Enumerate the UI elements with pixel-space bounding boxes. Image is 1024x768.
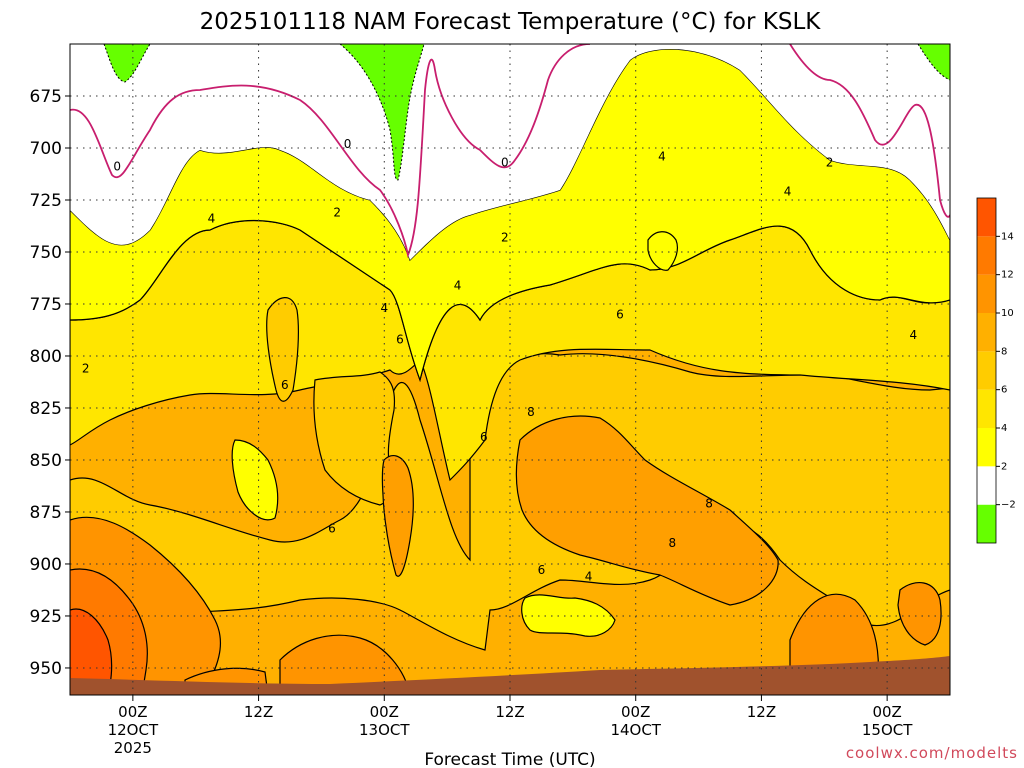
- colorbar-label: 12: [1001, 270, 1014, 281]
- colorbar-swatch: [977, 504, 996, 543]
- contour-label: 4: [454, 278, 462, 292]
- x-tick-date: 13OCT: [359, 721, 410, 739]
- colorbar-label: 2: [1001, 461, 1007, 472]
- x-tick-date: 12OCT: [108, 721, 159, 739]
- colorbar: −2 2 4 6 8 10 12 14: [976, 197, 1016, 544]
- region-below-0-mid: [339, 44, 425, 181]
- contour-label: 2: [501, 230, 509, 244]
- colorbar-swatch: [977, 274, 996, 313]
- x-tick-label: 12Z: [747, 703, 776, 721]
- contour-label: 0: [344, 137, 352, 151]
- contour-label: 4: [784, 185, 792, 199]
- contour-label: 6: [396, 332, 404, 346]
- contour-label: 6: [281, 378, 289, 392]
- x-tick-label: 00Z: [872, 703, 901, 721]
- contour-label: 4: [910, 328, 918, 342]
- y-tick-label: 800: [30, 347, 62, 367]
- y-tick-label: 950: [30, 659, 62, 679]
- colorbar-frame: [976, 197, 997, 544]
- x-tick-year: 2025: [114, 739, 152, 757]
- y-tick-label: 775: [30, 295, 62, 315]
- contour-label: 2: [333, 205, 341, 219]
- colorbar-swatch: [977, 389, 996, 428]
- region-8-10: [515, 415, 779, 606]
- x-tick-date: 15OCT: [862, 721, 913, 739]
- x-tick-label: 00Z: [118, 703, 147, 721]
- y-tick-label: 725: [30, 191, 62, 211]
- colorbar-label: 6: [1001, 385, 1007, 396]
- grid-lines: [70, 44, 950, 695]
- region-below-0-left: [103, 44, 151, 83]
- x-tick-date: 14OCT: [610, 721, 661, 739]
- contour-label: 6: [480, 430, 488, 444]
- region-6-8-patch: [266, 297, 300, 402]
- zero-isotherm-line: [70, 44, 591, 259]
- contour-label: 8: [669, 536, 677, 550]
- y-tick-label: 675: [30, 87, 62, 107]
- colorbar-label: 4: [1001, 423, 1007, 434]
- contour-label: 4: [380, 301, 388, 315]
- y-axis: 675 700 725 750 775 800 825 850 875 900 925 950: [30, 87, 70, 679]
- plot-area: [70, 44, 950, 695]
- region-2-4-patch-3: [647, 231, 679, 271]
- contour-label: 4: [658, 149, 666, 163]
- colorbar-label: 8: [1001, 346, 1007, 357]
- region-2-4-patch-2: [521, 594, 616, 637]
- colorbar-swatch: [977, 428, 996, 467]
- zero-isotherm-line-2: [789, 44, 950, 218]
- colorbar-label: 10: [1001, 308, 1014, 319]
- x-tick-label: 00Z: [370, 703, 399, 721]
- contour-label: 4: [208, 212, 216, 226]
- contour-label: 2: [826, 156, 834, 170]
- y-tick-label: 925: [30, 607, 62, 627]
- y-tick-label: 850: [30, 451, 62, 471]
- contour-label: 0: [113, 160, 121, 174]
- y-tick-label: 825: [30, 399, 62, 419]
- region-8-10-patch: [381, 454, 414, 577]
- contour-label: 0: [501, 156, 509, 170]
- chart-title: 2025101118 NAM Forecast Temperature (°C)…: [200, 9, 822, 35]
- source-credit: coolwx.com/modelts: [846, 744, 1018, 762]
- contour-label: 8: [705, 497, 713, 511]
- x-tick-label: 12Z: [495, 703, 524, 721]
- contour-label: 6: [328, 522, 336, 536]
- colorbar-swatch: [977, 236, 996, 275]
- x-tick-label: 00Z: [621, 703, 650, 721]
- contour-label: 2: [82, 361, 90, 375]
- y-tick-label: 900: [30, 555, 62, 575]
- x-axis-title: Forecast Time (UTC): [424, 750, 595, 768]
- contour-label: 4: [585, 569, 593, 583]
- zero-isotherm: [70, 44, 950, 259]
- colorbar-swatch: [977, 198, 996, 237]
- y-tick-label: 750: [30, 243, 62, 263]
- colorbar-swatch: [977, 351, 996, 390]
- y-tick-label: 875: [30, 503, 62, 523]
- region-8-10-low-right-2: [897, 582, 942, 646]
- colorbar-swatch: [977, 466, 996, 505]
- y-tick-label: 700: [30, 139, 62, 159]
- region-below-0-right: [917, 44, 950, 81]
- x-tick-label: 12Z: [244, 703, 273, 721]
- contour-labels: 0 0 0 2 2 2 2 4 4 4 4 4 4 4 6 6 6 6 6 6 8 8 8: [82, 137, 917, 584]
- colorbar-label: 14: [1001, 231, 1014, 242]
- contour-label: 6: [616, 307, 624, 321]
- colorbar-swatch: [977, 313, 996, 352]
- region-0-2-band: [70, 44, 950, 260]
- contour-label: 8: [527, 405, 535, 419]
- contour-label: 6: [538, 563, 546, 577]
- colorbar-label: −2: [1001, 500, 1016, 511]
